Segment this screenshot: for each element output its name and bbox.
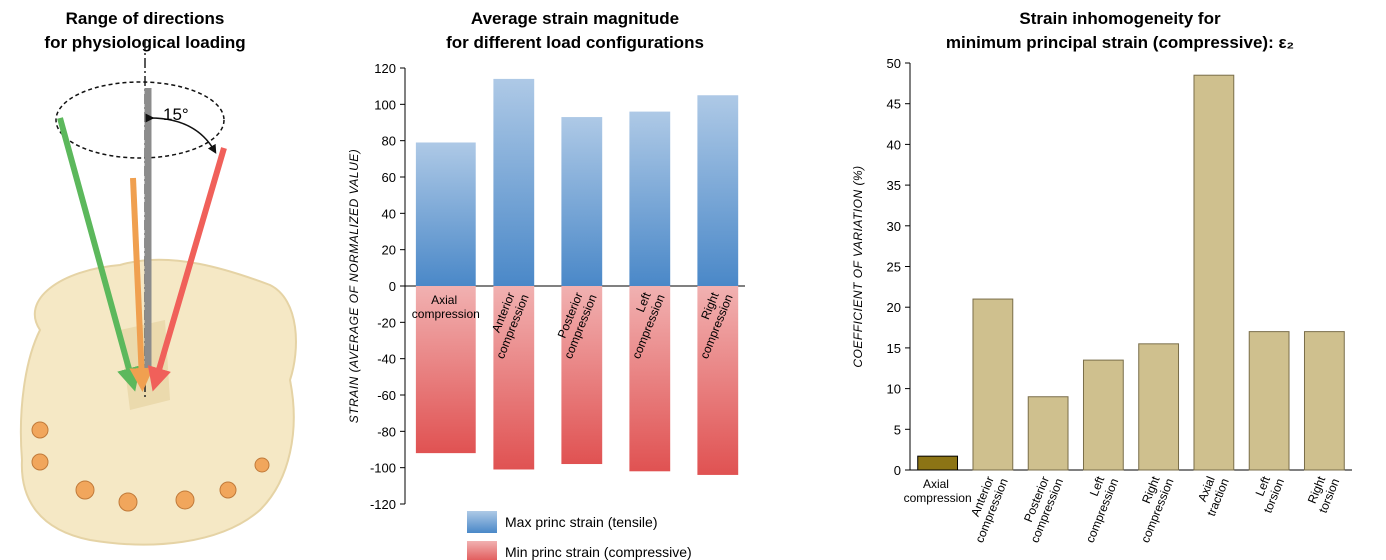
y-tick-label: 50	[887, 56, 901, 71]
y-axis-label: COEFFICIENT OF VARIATION (%)	[851, 165, 865, 367]
bar	[629, 112, 670, 286]
x-tick-label-group: Right torsion	[1303, 471, 1342, 515]
bar	[973, 299, 1013, 470]
x-tick-label: Posterior compression	[1015, 471, 1066, 544]
y-tick-label: 60	[382, 170, 396, 185]
y-tick-label: 30	[887, 219, 901, 234]
x-tick-label: Right compression	[1125, 471, 1176, 544]
x-tick-label: Axial compression	[904, 477, 972, 505]
angle-label: 15°	[163, 105, 189, 124]
x-tick-label: Anterior compression	[960, 471, 1011, 544]
y-tick-label: -40	[377, 352, 396, 367]
bar	[1304, 332, 1344, 470]
x-tick-label-group: Right compression	[1125, 471, 1176, 544]
y-tick-label: 5	[894, 422, 901, 437]
x-tick-label: Right torsion	[1303, 471, 1342, 515]
y-tick-label: 40	[382, 206, 396, 221]
chart-title: minimum principal strain (compressive): …	[946, 33, 1294, 52]
legend-swatch	[467, 511, 497, 533]
legend-label: Min princ strain (compressive)	[505, 544, 692, 560]
y-tick-label: 0	[389, 279, 396, 294]
y-tick-label: -60	[377, 388, 396, 403]
bar	[1249, 332, 1289, 470]
y-tick-label: 80	[382, 134, 396, 149]
bar	[1028, 397, 1068, 470]
legend-swatch	[467, 541, 497, 560]
bar	[561, 117, 602, 286]
bar	[1194, 75, 1234, 470]
bar	[1139, 344, 1179, 470]
y-tick-label: -120	[370, 497, 396, 512]
bar	[697, 95, 738, 286]
chart-title: Strain inhomogeneity for	[1019, 9, 1221, 28]
y-tick-label: -80	[377, 424, 396, 439]
y-tick-label: 25	[887, 260, 901, 275]
x-tick-label-group: Posterior compression	[1015, 471, 1066, 544]
x-tick-label-group: Left compression	[1070, 471, 1121, 544]
y-tick-label: -20	[377, 315, 396, 330]
y-tick-label: -100	[370, 461, 396, 476]
y-tick-label: 100	[374, 97, 396, 112]
y-tick-label: 35	[887, 178, 901, 193]
x-tick-label-group: Left torsion	[1248, 471, 1287, 515]
legend-label: Max princ strain (tensile)	[505, 514, 658, 530]
x-tick-label: Left torsion	[1248, 471, 1287, 515]
y-tick-label: 40	[887, 137, 901, 152]
chart-title: for different load configurations	[446, 33, 704, 52]
bar	[493, 79, 534, 286]
y-tick-label: 0	[894, 463, 901, 478]
y-tick-label: 15	[887, 341, 901, 356]
y-tick-label: 120	[374, 61, 396, 76]
x-tick-label-group: Axial traction	[1191, 471, 1232, 518]
y-tick-label: 45	[887, 97, 901, 112]
y-tick-label: 20	[887, 300, 901, 315]
illustration-title: Range of directions	[66, 9, 225, 28]
x-tick-label: Axial traction	[1191, 471, 1232, 518]
y-tick-label: 20	[382, 243, 396, 258]
x-tick-label-group: Anterior compression	[960, 471, 1011, 544]
chart-title: Average strain magnitude	[471, 9, 679, 28]
x-tick-label: Left compression	[1070, 471, 1121, 544]
bar	[1083, 360, 1123, 470]
bar	[416, 142, 476, 286]
figure: Range of directions for physiological lo…	[0, 0, 1386, 560]
illustration: Range of directions for physiological lo…	[21, 9, 296, 545]
y-axis-label: STRAIN (AVERAGE OF NORMALIZED VALUE)	[347, 149, 361, 424]
y-tick-label: 10	[887, 382, 901, 397]
bar	[918, 456, 958, 470]
cone-ellipse	[56, 82, 224, 158]
